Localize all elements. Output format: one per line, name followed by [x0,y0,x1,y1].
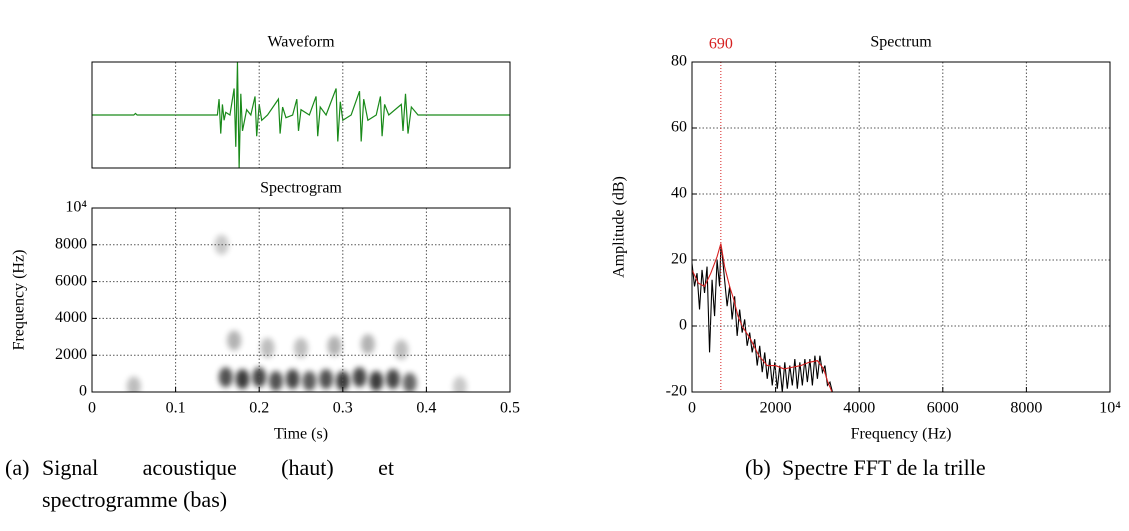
x-tick-label: 0 [688,400,696,417]
x-tick-label: 0.4 [416,400,436,417]
y-tick-label: 2000 [55,346,87,363]
y-tick-label: -20 [666,383,687,400]
spectrogram-cell [352,367,367,388]
caption-label: (a) [5,455,30,480]
caption: Spectre FFT de la trille [782,455,986,480]
y-tick-label: 10⁴ [65,199,87,216]
spectrogram-cell [235,369,250,390]
spectrogram-cell [302,370,317,391]
x-tick-label: 0.5 [500,400,520,417]
x-tick-label: 4000 [843,400,875,417]
spectrogram-cell [402,372,417,392]
spectrogram-cell [268,370,283,391]
data-line [92,62,510,168]
x-tick-label: 10⁴ [1099,400,1121,417]
spectrogram-cell [452,376,467,392]
spectrogram-cell [385,369,400,390]
spectrogram-cell [327,336,342,356]
x-tick-label: 2000 [760,400,792,417]
y-axis-label: Amplitude (dB) [611,176,628,278]
spectrogram-cell [227,330,242,351]
caption: Signal acoustique (haut) et spectrogramm… [42,455,394,512]
spectrogram-cell [294,337,308,358]
x-tick-label: 0.2 [249,400,269,417]
y-tick-label: 60 [671,119,687,136]
annotation-label: 690 [709,36,733,53]
y-tick-label: 40 [671,185,687,202]
y-tick-label: 20 [671,251,687,268]
spectrogram-cell [319,369,334,390]
spectrogram-cell [360,334,375,355]
plot-frame [691,61,1111,393]
y-axis-label: Frequency (Hz) [11,250,28,351]
spectrogram-cell [369,370,384,391]
plot-frame [91,61,511,169]
y-tick-label: 80 [671,53,687,70]
spectrogram-cell [218,367,233,388]
y-tick-label: 4000 [55,309,87,326]
chart-title: Spectrum [870,34,932,51]
y-tick-label: 6000 [55,272,87,289]
data-line [692,243,833,392]
x-tick-label: 6000 [927,400,959,417]
y-tick-label: 8000 [55,235,87,252]
chart-title: Waveform [267,34,335,51]
x-axis-label: Time (s) [274,426,328,443]
y-tick-label: 0 [679,317,687,334]
x-tick-label: 0.1 [166,400,186,417]
spectrogram-cell [260,337,275,358]
x-tick-label: 8000 [1010,400,1042,417]
y-tick-label: 0 [79,383,87,400]
plot-area [126,234,467,392]
spectrogram-cell [285,369,300,390]
chart-title: Spectrogram [260,180,342,197]
caption-label: (b) [745,455,771,480]
plot-frame [91,207,511,393]
plot-area [692,243,833,392]
x-axis-label: Frequency (Hz) [851,426,952,443]
spectrogram-cell [394,339,409,360]
x-tick-label: 0 [88,400,96,417]
x-tick-label: 0.3 [333,400,353,417]
plot-area [92,62,510,168]
spectrogram-cell [126,376,141,392]
